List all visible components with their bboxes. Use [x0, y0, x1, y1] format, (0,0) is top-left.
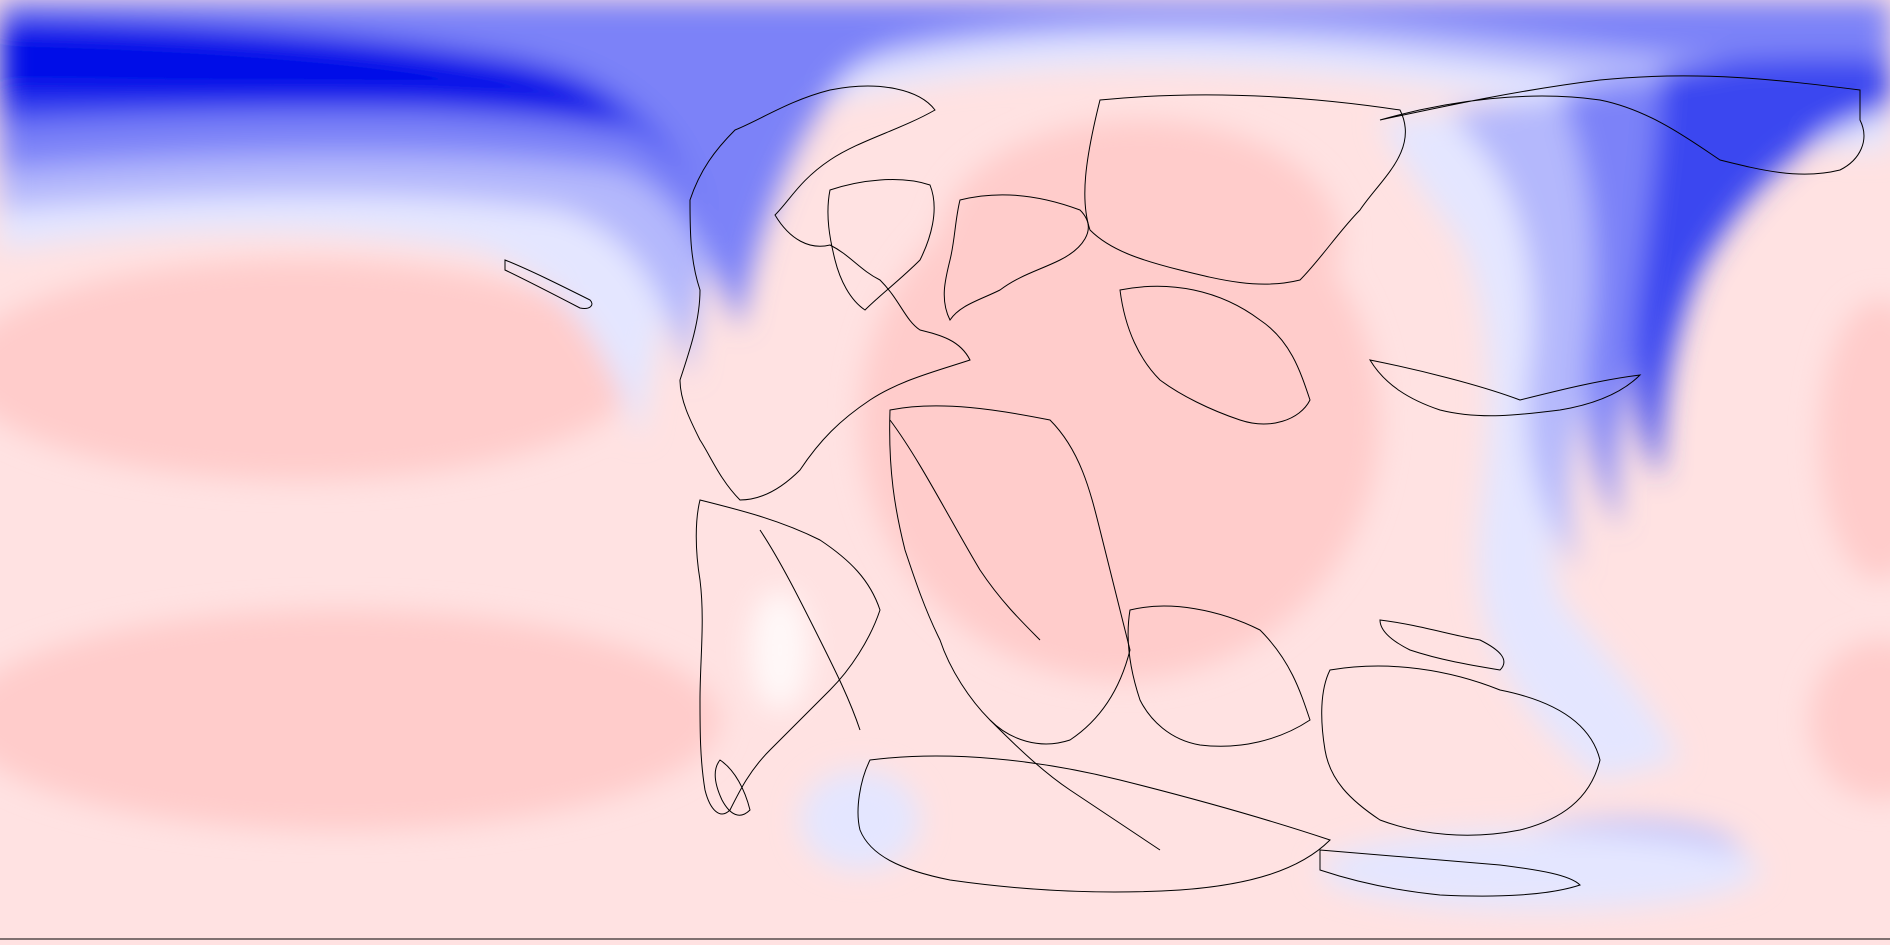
coastline-patagonia-islands — [714, 759, 751, 816]
coastline-india-block — [1127, 605, 1311, 747]
cold-tongue-east-blue — [1634, 58, 1890, 480]
coastline-southeast-islands — [1379, 619, 1505, 671]
coastline-suture-2 — [989, 719, 1161, 851]
cold-patch-south-3 — [1320, 830, 1760, 910]
cold-patch-south-1 — [800, 770, 920, 870]
warm-patch-far-east — [1820, 300, 1890, 580]
coastline-europe — [943, 194, 1089, 321]
coastline-greenland — [827, 179, 935, 311]
coastline-ross-sea — [1319, 849, 1581, 897]
coastline-suture-3 — [759, 529, 861, 731]
cold-patch-south-4 — [750, 590, 810, 710]
warm-patch-west-pacific-north — [0, 260, 640, 480]
coastline-south-america — [695, 499, 881, 815]
coastline-australia — [1321, 665, 1601, 836]
coastline-africa — [889, 405, 1131, 745]
coastline-central-block — [1119, 285, 1311, 425]
coastline-siberia — [1084, 94, 1406, 285]
anomaly-field — [0, 0, 1890, 910]
coastlines — [504, 75, 1865, 897]
coastline-suture-1 — [889, 419, 1041, 641]
cold-band-north-deep — [0, 20, 625, 130]
coastline-pacific-island-chain — [504, 259, 593, 309]
coastline-north-america — [679, 85, 971, 501]
coastline-east-asia — [1379, 75, 1865, 175]
coastline-antarctica — [857, 755, 1331, 893]
warm-patch-east-central — [940, 120, 1340, 360]
warm-patch-south-pacific — [0, 610, 720, 830]
coastline-asia-south — [1368, 359, 1642, 417]
warm-patch-far-east-south — [1810, 640, 1890, 800]
